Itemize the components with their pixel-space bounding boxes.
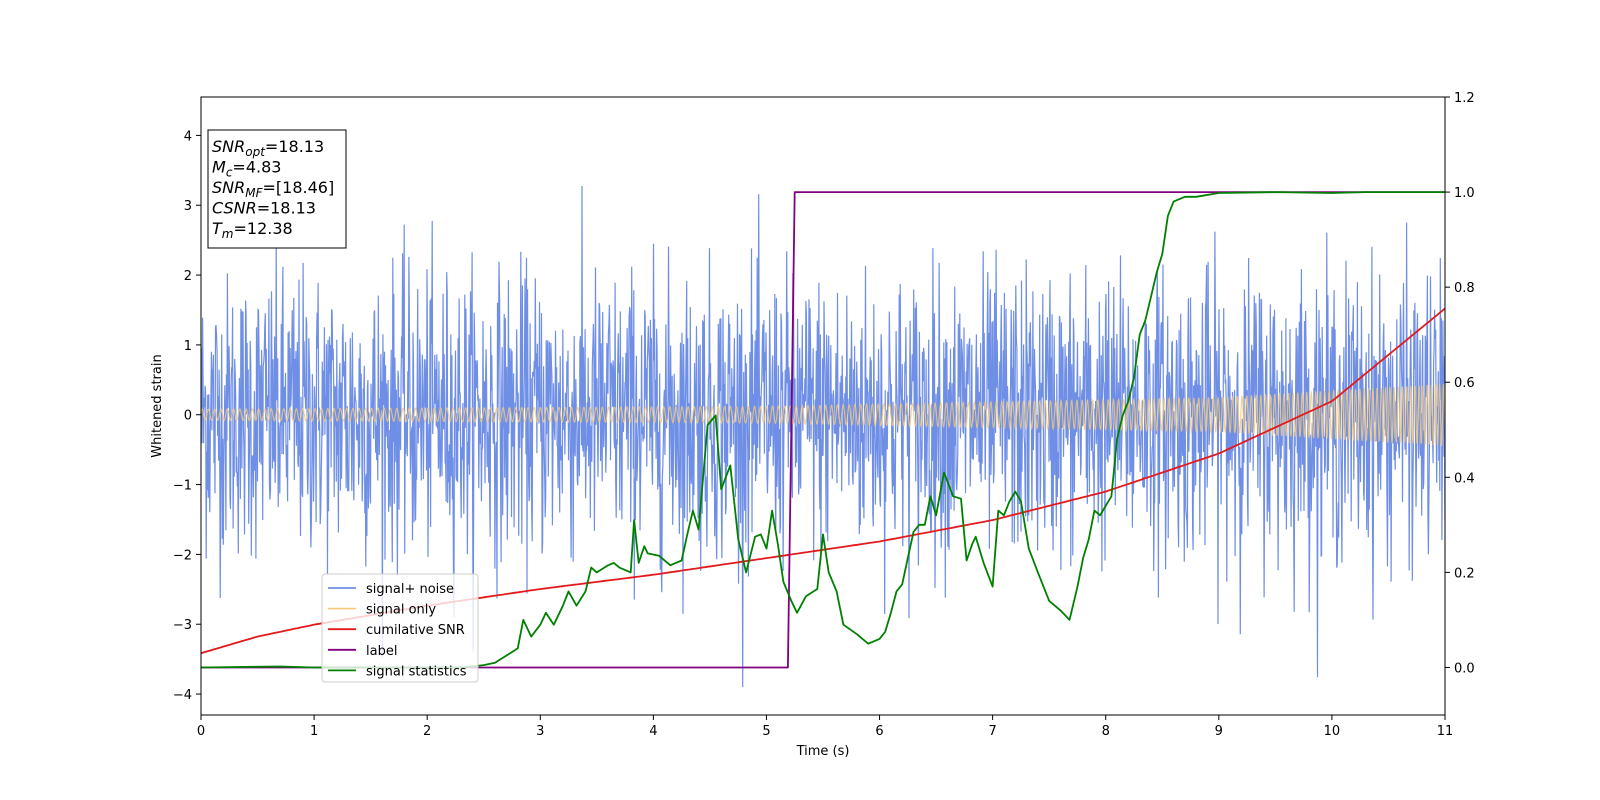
x-tick-label: 2 — [423, 724, 431, 739]
y-tick-label: 0 — [184, 409, 192, 424]
legend-label: label — [366, 644, 397, 659]
annotation-value: =4.83 — [232, 158, 281, 177]
y-tick-label: −4 — [173, 688, 192, 703]
y-tick-label: 2 — [184, 269, 192, 284]
y2-tick-label: 0.8 — [1454, 281, 1475, 296]
series-line-signal-noise — [201, 185, 1445, 688]
x-tick-label: 8 — [1102, 724, 1110, 739]
y2-tick-label: 0.4 — [1454, 471, 1475, 486]
series-line-signal-statistics — [201, 191, 1445, 669]
series-line-signal-only — [201, 383, 1445, 446]
series-line-label — [201, 191, 1445, 669]
annotation-subscript: m — [222, 227, 234, 241]
x-tick-label: 0 — [197, 724, 205, 739]
y-tick-label: 3 — [184, 199, 192, 214]
x-tick-label: 1 — [310, 724, 318, 739]
annotation-line: SNRMF=[18.46] — [212, 178, 334, 200]
series-layer — [201, 185, 1445, 688]
annotation-subscript: c — [226, 166, 233, 180]
y2-tick-label: 0.6 — [1454, 376, 1475, 391]
y-tick-label: −3 — [173, 618, 192, 633]
y-axis-right: 0.0 0.2 0.4 0.6 0.8 1.0 1.2 — [1445, 91, 1475, 676]
annotation-value: =18.13 — [265, 137, 324, 156]
x-axis: 0 1 2 3 4 5 6 7 8 9 10 11 — [197, 715, 1453, 739]
annotation-value: =[18.46] — [263, 178, 335, 197]
y-axis-label: Whitened strain — [150, 354, 165, 457]
annotation-symbol: SNR — [212, 178, 245, 197]
annotation-line: Mc=4.83 — [212, 158, 281, 180]
y2-tick-label: 1.2 — [1454, 91, 1475, 106]
plot-frame — [200, 96, 1446, 716]
legend-label: signal+ noise — [366, 582, 454, 597]
y2-tick-label: 0.0 — [1454, 661, 1475, 676]
x-tick-label: 11 — [1437, 724, 1454, 739]
y-tick-label: 4 — [184, 129, 192, 144]
annotation-line: SNRopt=18.13 — [212, 137, 324, 159]
x-tick-label: 10 — [1324, 724, 1341, 739]
x-tick-label: 5 — [762, 724, 770, 739]
y2-tick-label: 1.0 — [1454, 186, 1475, 201]
legend: signal+ noise signal only cumilative SNR la… — [321, 573, 479, 683]
annotation-line: Tm=12.38 — [212, 219, 293, 241]
legend-frame — [321, 573, 479, 683]
annotation-line: CSNR=18.13 — [212, 199, 316, 218]
annotation-frame — [207, 129, 347, 249]
y-tick-label: −2 — [173, 548, 192, 563]
x-tick-label: 3 — [536, 724, 544, 739]
y2-tick-label: 0.2 — [1454, 566, 1475, 581]
annotation-value: =18.13 — [257, 199, 316, 218]
y-tick-label: 1 — [184, 339, 192, 354]
annotation-value: =12.38 — [233, 219, 292, 238]
legend-label: signal only — [366, 603, 436, 618]
annotation-symbol: SNR — [212, 137, 245, 156]
x-tick-label: 7 — [988, 724, 996, 739]
annotation-box: SNRopt=18.13Mc=4.83SNRMF=[18.46]CSNR=18.… — [207, 129, 347, 249]
annotation-symbol: M — [212, 158, 226, 177]
annotation-symbol: T — [212, 219, 223, 238]
y-axis-left: −4 −3 −2 −1 0 1 2 3 4 — [173, 129, 201, 703]
y-tick-label: −1 — [173, 479, 192, 494]
legend-label: signal statistics — [366, 664, 467, 679]
legend-label: cumilative SNR — [366, 623, 465, 638]
annotation-subscript: opt — [245, 145, 266, 159]
annotation-subscript: MF — [245, 186, 263, 200]
x-tick-label: 9 — [1215, 724, 1223, 739]
x-axis-label: Time (s) — [796, 744, 850, 759]
x-tick-label: 6 — [875, 724, 883, 739]
annotation-symbol: CSNR — [212, 199, 257, 218]
x-tick-label: 4 — [649, 724, 657, 739]
